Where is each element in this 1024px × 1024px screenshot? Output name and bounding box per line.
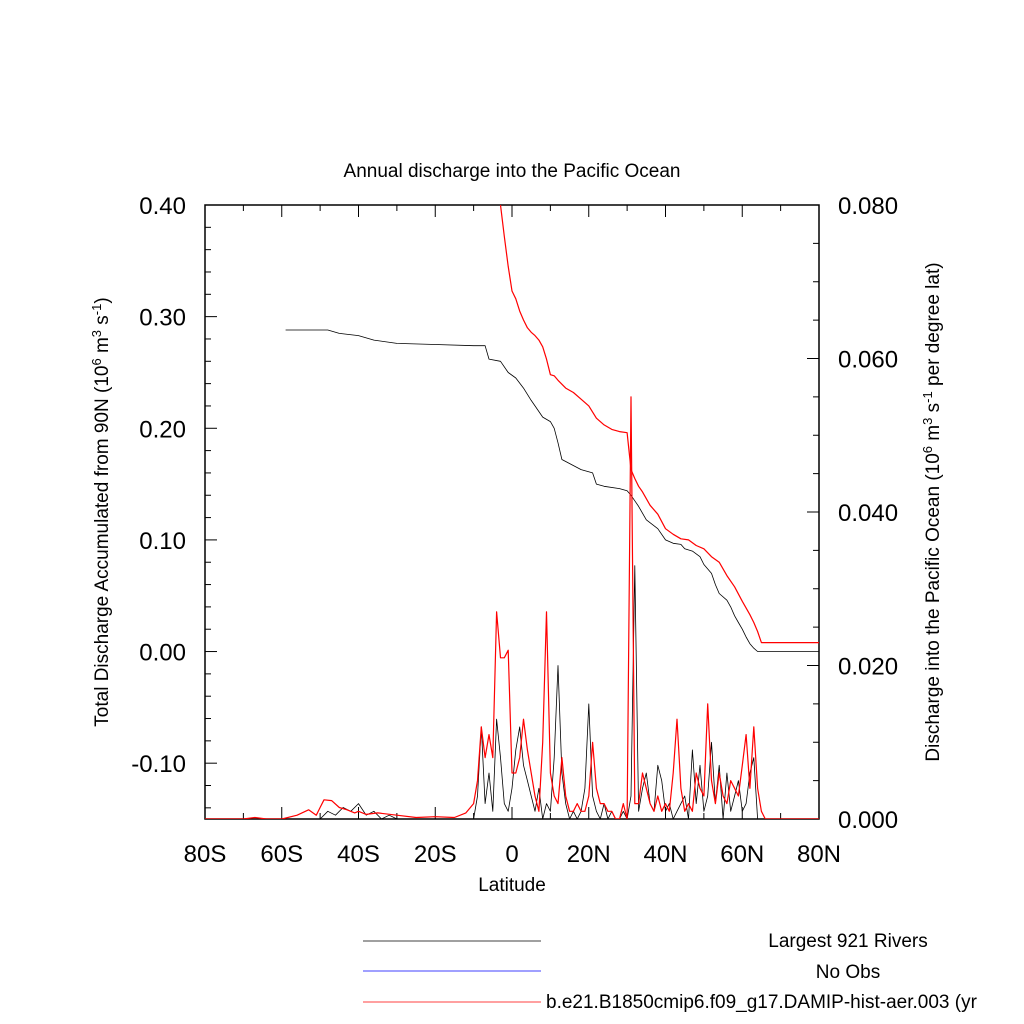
y-left-tick-label: -0.10	[131, 751, 186, 778]
series-line-2	[205, 565, 819, 819]
series-line-1	[499, 205, 819, 644]
series-line-3	[205, 396, 819, 819]
legend-label-no-obs: No Obs	[816, 962, 880, 983]
plot-frame	[204, 204, 820, 820]
x-tick-label: 80S	[184, 841, 227, 868]
y-left-tick-label: 0.30	[139, 305, 186, 332]
y-left-tick-label: 0.00	[139, 640, 186, 667]
y-left-tick-label: 0.40	[139, 193, 186, 220]
x-tick-label: 40S	[337, 841, 380, 868]
y-right-tick-labels: 0.080 0.060 0.040 0.020 0.000	[838, 193, 898, 834]
y-axis-right-title: Discharge into the Pacific Ocean (106 m3…	[920, 262, 944, 761]
y-right-tick-label: 0.060	[838, 347, 898, 374]
legend: Largest 921 Rivers No Obs b.e21.B1850cmi…	[363, 931, 978, 1013]
x-tick-label: 20S	[414, 841, 457, 868]
x-axis-title: Latitude	[478, 875, 546, 896]
y-axis-left-title: Total Discharge Accumulated from 90N (10…	[89, 297, 113, 726]
y-right-tick-label: 0.040	[838, 500, 898, 527]
x-tick-label: 40N	[643, 841, 687, 868]
y-left-tick-labels: 0.40 0.30 0.20 0.10 0.00 -0.10	[131, 193, 186, 778]
y-right-tick-label: 0.080	[838, 193, 898, 220]
y-left-tick-label: 0.10	[139, 528, 186, 555]
legend-label-rivers: Largest 921 Rivers	[768, 931, 927, 952]
chart-title: Annual discharge into the Pacific Ocean	[344, 161, 681, 182]
series-line-0	[285, 329, 819, 652]
x-tick-label: 80N	[797, 841, 841, 868]
x-tick-label: 20N	[567, 841, 611, 868]
axis-ticks	[204, 204, 820, 820]
x-tick-label: 60S	[260, 841, 303, 868]
legend-label-model: b.e21.B1850cmip6.f09_g17.DAMIP-hist-aer.…	[546, 992, 978, 1013]
x-tick-labels: 80S 60S 40S 20S 0 20N 40N 60N 80N	[184, 841, 841, 868]
y-right-tick-label: 0.000	[838, 807, 898, 834]
y-right-tick-label: 0.020	[838, 654, 898, 681]
x-tick-label: 0	[505, 841, 518, 868]
series-lines	[205, 205, 819, 819]
y-left-tick-label: 0.20	[139, 416, 186, 443]
x-tick-label: 60N	[720, 841, 764, 868]
